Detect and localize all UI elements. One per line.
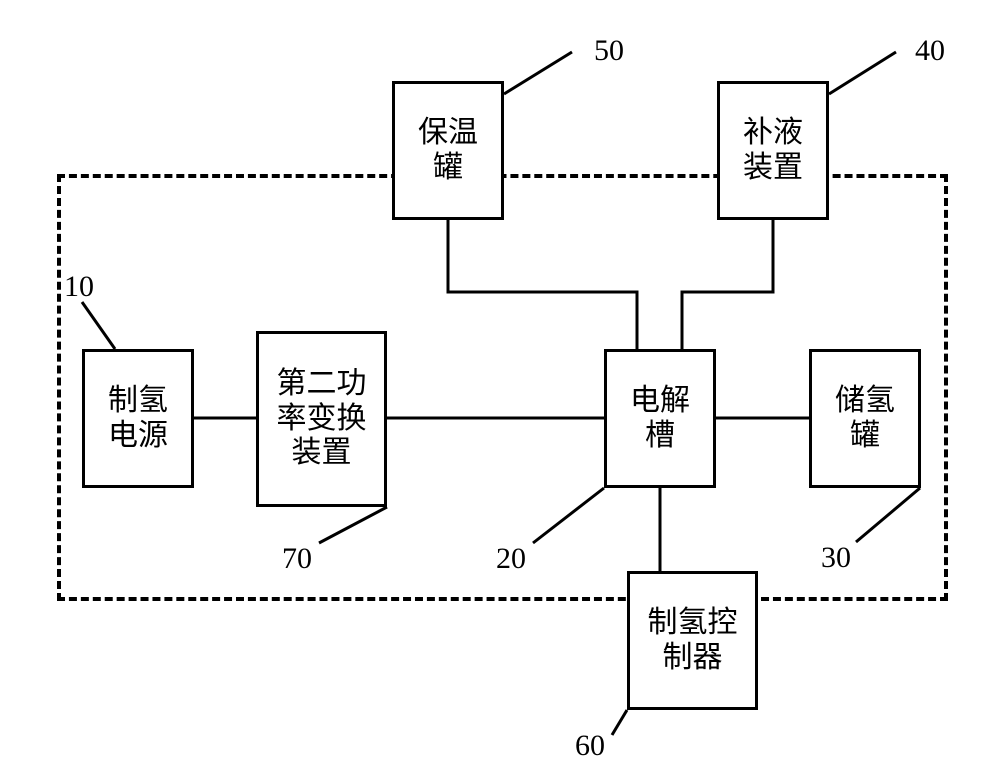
block-label: 电解 槽	[630, 384, 690, 453]
block-label: 补液 装置	[743, 116, 803, 185]
label-10: 10	[64, 270, 94, 304]
block-70-power-converter: 第二功 率变换 装置	[256, 331, 387, 507]
label-30: 30	[821, 541, 851, 575]
block-label: 制氢 电源	[108, 384, 168, 453]
block-40-replenish-device: 补液 装置	[717, 81, 829, 220]
block-label: 制氢控 制器	[648, 606, 738, 675]
block-30-storage-tank: 储氢 罐	[809, 349, 921, 488]
block-label: 保温 罐	[418, 116, 478, 185]
diagram-container: 制氢 电源 第二功 率变换 装置 电解 槽 储氢 罐 保温 罐 补液 装置 制氢…	[0, 0, 1000, 769]
block-label: 储氢 罐	[835, 384, 895, 453]
label-20: 20	[496, 542, 526, 576]
label-40: 40	[915, 34, 945, 68]
block-20-electrolyzer: 电解 槽	[604, 349, 716, 488]
label-60: 60	[575, 729, 605, 763]
label-70: 70	[282, 542, 312, 576]
block-60-controller: 制氢控 制器	[627, 571, 758, 710]
block-label: 第二功 率变换 装置	[277, 367, 367, 471]
label-50: 50	[594, 34, 624, 68]
block-50-thermal-tank: 保温 罐	[392, 81, 504, 220]
block-10-power-source: 制氢 电源	[82, 349, 194, 488]
